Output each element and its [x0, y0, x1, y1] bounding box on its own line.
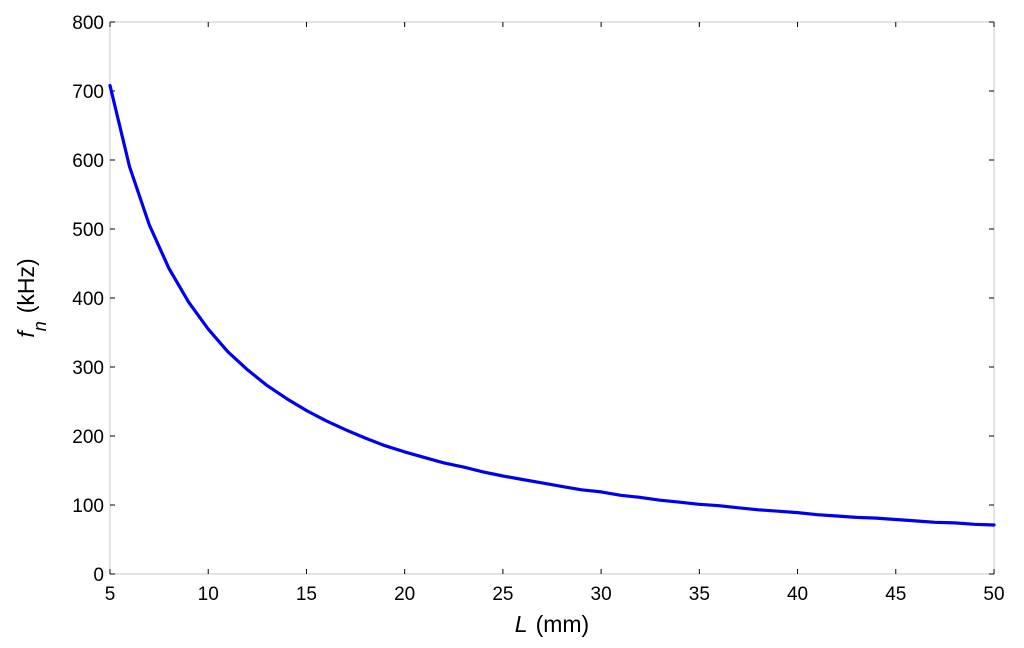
x-axis-ticks: 5 10 15 20 25 30 35 40 45 50 [105, 22, 1005, 605]
plot-area [109, 21, 995, 575]
y-tick-label: 400 [72, 289, 104, 310]
y-axis-label: fn (kHz) [13, 258, 50, 337]
y-tick-label: 200 [72, 427, 104, 448]
x-tick-label: 5 [105, 584, 116, 605]
y-tick-label: 300 [72, 358, 104, 379]
x-tick-label: 10 [198, 584, 219, 605]
series-line [108, 83, 996, 527]
y-axis-symbol: f [13, 329, 39, 338]
y-tick-label: 700 [72, 82, 104, 103]
x-tick-label: 50 [983, 584, 1004, 605]
x-tick-label: 35 [689, 584, 710, 605]
x-tick-label: 30 [591, 584, 612, 605]
y-tick-label: 100 [72, 496, 104, 517]
x-tick-label: 15 [296, 584, 317, 605]
x-tick-label: 40 [787, 584, 808, 605]
x-tick-label: 20 [394, 584, 415, 605]
x-tick-label: 45 [885, 584, 906, 605]
x-axis-symbol: L [515, 611, 528, 637]
x-tick-label: 25 [492, 584, 513, 605]
y-axis-unit: (kHz) [13, 258, 39, 313]
y-axis-subscript: n [30, 321, 50, 331]
y-tick-label: 500 [72, 220, 104, 241]
x-axis-unit: (mm) [536, 611, 590, 637]
y-tick-label: 800 [72, 13, 104, 34]
y-axis-ticks: 0 100 200 300 400 500 600 700 800 [72, 13, 994, 586]
y-tick-label: 600 [72, 151, 104, 172]
x-axis-label: L (mm) [515, 611, 589, 637]
y-tick-label: 0 [93, 565, 104, 586]
